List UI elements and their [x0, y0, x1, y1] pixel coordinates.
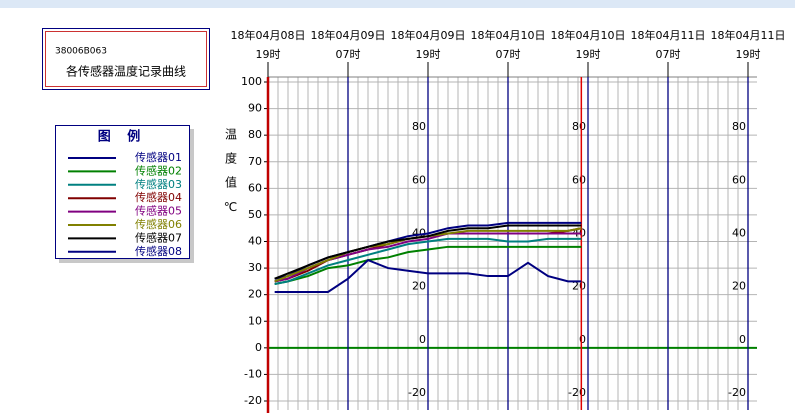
y-tick-label: 80: [248, 128, 262, 141]
y-tick-label: 40: [248, 235, 262, 248]
x-tick-date: 18年04月09日: [391, 28, 466, 42]
top-strip: [0, 0, 795, 8]
inner-tick-label: -20: [568, 386, 586, 399]
inner-tick-label: 80: [412, 120, 426, 133]
legend-label: 传感器07: [135, 231, 182, 244]
inner-tick-label: 20: [412, 280, 426, 293]
y-tick-label: -10: [244, 367, 262, 380]
legend-title: 图 例: [98, 129, 147, 145]
x-tick-date: 18年04月09日: [311, 28, 386, 42]
x-tick-date: 18年04月10日: [471, 28, 546, 42]
y-tick-label: 60: [248, 181, 262, 194]
series-line: [274, 258, 582, 294]
legend-label: 传感器06: [135, 218, 182, 231]
x-tick-date: 18年04月11日: [711, 28, 786, 42]
series-line: [274, 237, 582, 286]
x-tick-date: 18年04月11日: [631, 28, 706, 42]
x-tick-hour: 07时: [656, 48, 681, 61]
series-line: [274, 245, 582, 286]
y-tick-label: 0: [255, 341, 262, 354]
inner-tick-label: 80: [732, 120, 746, 133]
x-tick-date: 18年04月10日: [551, 28, 626, 42]
x-tick-hour: 19时: [576, 48, 601, 61]
legend-label: 传感器04: [135, 191, 182, 204]
x-tick-date: 18年04月08日: [231, 28, 306, 42]
legend-label: 传感器05: [135, 205, 182, 218]
y-axis-label: 温度值℃: [224, 128, 238, 226]
legend-label: 传感器03: [135, 178, 182, 191]
y-tick-label: -20: [244, 394, 262, 407]
inner-tick-label: -20: [408, 386, 426, 399]
legend-label: 传感器02: [135, 164, 182, 177]
x-tick-hour: 19时: [416, 48, 441, 61]
y-tick-label: 100: [241, 75, 262, 88]
inner-tick-label: 60: [572, 173, 586, 186]
legend-label: 传感器01: [135, 151, 182, 164]
legend-box: [55, 125, 190, 259]
y-tick-label: 30: [248, 261, 262, 274]
inner-tick-label: 0: [739, 333, 746, 346]
inner-tick-label: 60: [732, 173, 746, 186]
y-tick-label: 90: [248, 102, 262, 115]
inner-tick-label: -20: [728, 386, 746, 399]
x-tick-hour: 07时: [336, 48, 361, 61]
inner-tick-label: 80: [572, 120, 586, 133]
series-line: [274, 224, 582, 280]
x-tick-hour: 19时: [736, 48, 761, 61]
inner-tick-label: 60: [412, 173, 426, 186]
header-title: 各传感器温度记录曲线: [66, 64, 186, 79]
inner-tick-label: 20: [572, 280, 586, 293]
x-tick-hour: 07时: [496, 48, 521, 61]
inner-tick-label: 0: [419, 333, 426, 346]
legend-label: 传感器08: [135, 245, 182, 258]
y-tick-label: 70: [248, 155, 262, 168]
inner-tick-label: 0: [579, 333, 586, 346]
y-tick-label: 10: [248, 314, 262, 327]
y-tick-label: 20: [248, 288, 262, 301]
header-box: [42, 28, 210, 90]
inner-tick-label: 20: [732, 280, 746, 293]
inner-tick-label: 40: [732, 227, 746, 240]
header-inner: [45, 31, 207, 87]
header-code: 38006B063: [55, 47, 107, 57]
y-tick-label: 50: [248, 208, 262, 221]
x-tick-hour: 19时: [256, 48, 281, 61]
